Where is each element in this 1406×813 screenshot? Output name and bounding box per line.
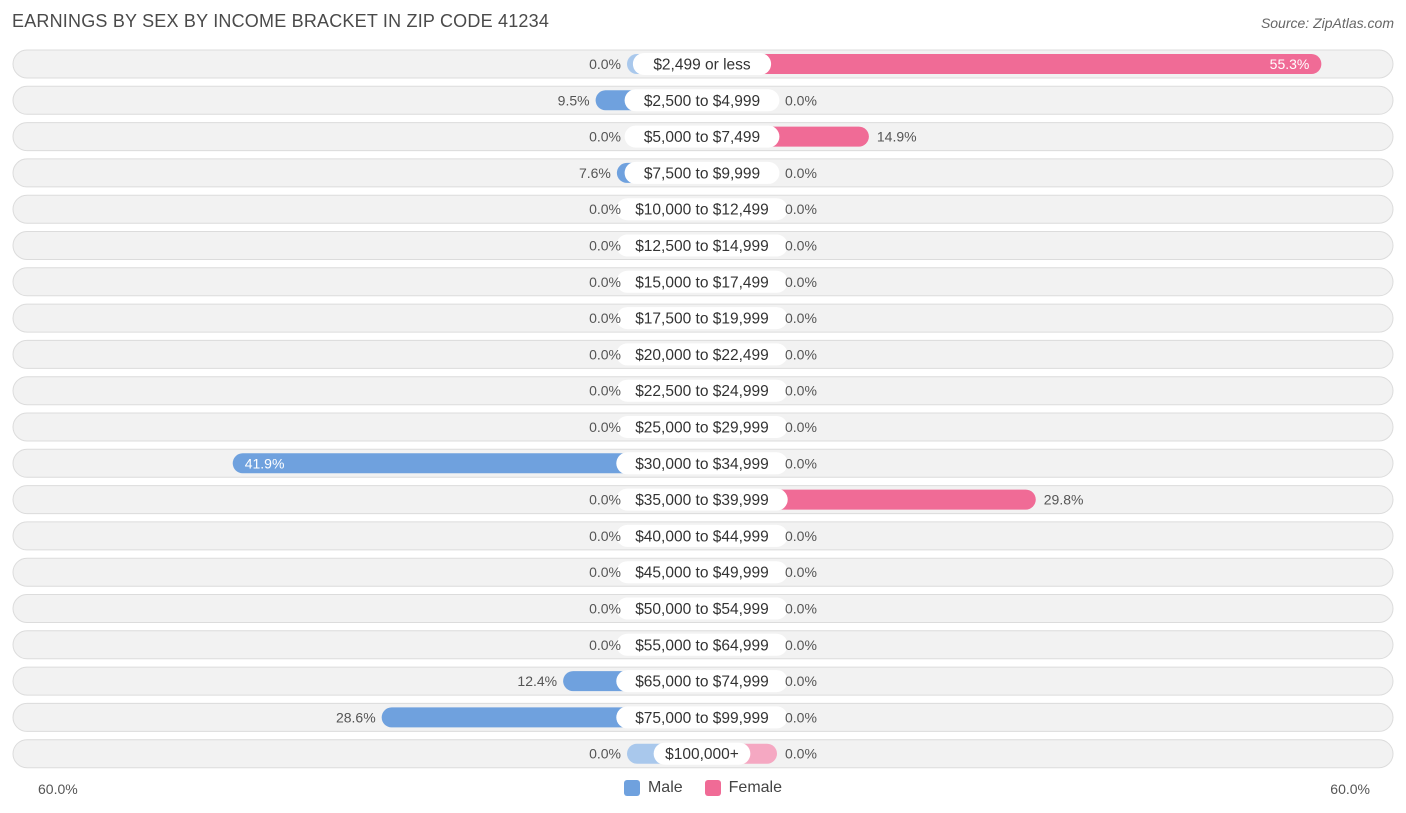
male-value-label: 0.0% — [589, 564, 621, 580]
category-label: $40,000 to $44,999 — [635, 528, 769, 545]
female-value-label: 55.3% — [1270, 56, 1310, 72]
male-value-label: 0.0% — [589, 129, 621, 145]
female-value-label: 0.0% — [785, 564, 817, 580]
male-value-label: 0.0% — [589, 56, 621, 72]
category-label: $75,000 to $99,999 — [635, 710, 769, 727]
category-label: $35,000 to $39,999 — [635, 492, 769, 509]
female-value-label: 0.0% — [785, 238, 817, 254]
female-value-label: 0.0% — [785, 709, 817, 725]
female-value-label: 0.0% — [785, 165, 817, 181]
category-label: $5,000 to $7,499 — [644, 129, 760, 146]
category-pill — [616, 488, 788, 511]
male-value-label: 0.0% — [589, 419, 621, 435]
female-value-label: 29.8% — [1044, 492, 1084, 508]
chart-svg: $2,499 or less 0.0% 55.3% $2,500 to $4,999 9… — [12, 49, 1394, 769]
legend-swatch-male — [623, 780, 640, 796]
category-pill — [616, 379, 788, 402]
category-label: $7,500 to $9,999 — [644, 165, 760, 182]
legend-item-male[interactable]: Male — [623, 779, 683, 797]
category-label: $15,000 to $17,499 — [635, 274, 769, 291]
female-value-label: 0.0% — [785, 310, 817, 326]
category-pill — [616, 270, 788, 293]
category-label: $25,000 to $29,999 — [635, 420, 769, 437]
category-pill — [624, 125, 780, 148]
legend-swatch-female — [704, 780, 721, 796]
category-pill — [616, 198, 788, 221]
category-label: $45,000 to $49,999 — [635, 565, 769, 582]
category-label: $2,499 or less — [653, 57, 751, 74]
female-value-label: 0.0% — [785, 528, 817, 544]
category-pill — [616, 561, 788, 584]
female-bar — [692, 54, 1322, 74]
male-value-label: 0.0% — [589, 383, 621, 399]
legend-label-female: Female — [728, 779, 783, 796]
category-pill — [616, 706, 788, 729]
category-pill — [616, 633, 788, 656]
male-value-label: 0.0% — [589, 528, 621, 544]
male-value-label: 0.0% — [589, 310, 621, 326]
female-value-label: 0.0% — [785, 92, 817, 108]
category-label: $12,500 to $14,999 — [635, 238, 769, 255]
male-value-label: 41.9% — [245, 455, 285, 471]
male-value-label: 9.5% — [558, 92, 590, 108]
male-value-label: 0.0% — [589, 201, 621, 217]
category-pill — [616, 234, 788, 257]
female-value-label: 0.0% — [785, 637, 817, 653]
male-value-label: 7.6% — [579, 165, 611, 181]
category-pill — [616, 452, 788, 475]
category-pill — [653, 742, 751, 765]
legend: Male Female — [0, 779, 1406, 797]
category-pill — [624, 161, 780, 184]
category-pill — [616, 597, 788, 620]
female-value-label: 0.0% — [785, 455, 817, 471]
category-label: $100,000+ — [665, 746, 739, 763]
source-label: Source: ZipAtlas.com — [1260, 15, 1394, 31]
category-pill — [624, 89, 780, 112]
female-value-label: 0.0% — [785, 419, 817, 435]
legend-label-male: Male — [647, 779, 683, 796]
category-pill — [616, 670, 788, 693]
female-value-label: 14.9% — [877, 129, 917, 145]
category-label: $50,000 to $54,999 — [635, 601, 769, 618]
legend-item-female[interactable]: Female — [704, 779, 783, 797]
male-value-label: 0.0% — [589, 746, 621, 762]
category-label: $65,000 to $74,999 — [635, 674, 769, 691]
axis-min-label: 60.0% — [38, 781, 78, 797]
category-label: $30,000 to $34,999 — [635, 456, 769, 473]
category-label: $20,000 to $22,499 — [635, 347, 769, 364]
chart-title: EARNINGS BY SEX BY INCOME BRACKET IN ZIP… — [12, 11, 550, 31]
category-label: $22,500 to $24,999 — [635, 383, 769, 400]
female-value-label: 0.0% — [785, 746, 817, 762]
axis-max-label: 60.0% — [1330, 781, 1370, 797]
category-label: $17,500 to $19,999 — [635, 311, 769, 328]
female-value-label: 0.0% — [785, 673, 817, 689]
male-value-label: 0.0% — [589, 238, 621, 254]
male-value-label: 0.0% — [589, 637, 621, 653]
female-value-label: 0.0% — [785, 201, 817, 217]
category-pill — [616, 416, 788, 438]
male-value-label: 0.0% — [589, 346, 621, 362]
male-value-label: 0.0% — [589, 601, 621, 617]
category-pill — [632, 53, 772, 75]
male-value-label: 12.4% — [517, 673, 557, 689]
category-label: $2,500 to $4,999 — [644, 93, 760, 110]
female-value-label: 0.0% — [785, 346, 817, 362]
male-value-label: 0.0% — [589, 274, 621, 290]
male-bar — [232, 453, 712, 474]
female-value-label: 0.0% — [785, 383, 817, 399]
male-value-label: 28.6% — [336, 709, 376, 725]
female-value-label: 0.0% — [785, 601, 817, 617]
category-pill — [616, 524, 788, 547]
male-value-label: 0.0% — [589, 492, 621, 508]
category-pill — [616, 343, 788, 366]
category-label: $10,000 to $12,499 — [635, 202, 769, 219]
category-pill — [616, 307, 788, 330]
female-value-label: 0.0% — [785, 274, 817, 290]
category-label: $55,000 to $64,999 — [635, 637, 769, 654]
